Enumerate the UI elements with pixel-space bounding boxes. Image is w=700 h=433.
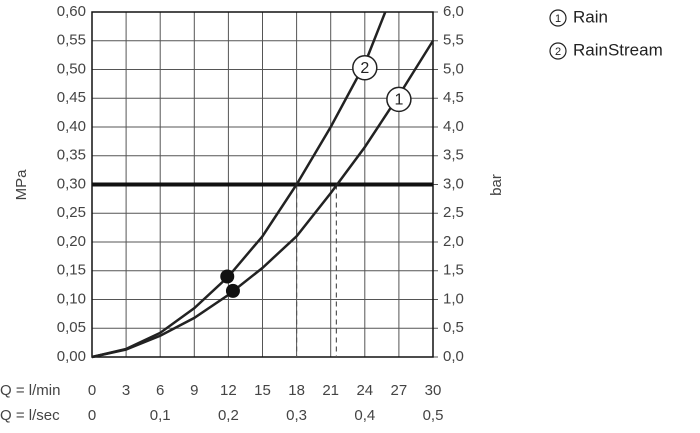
y-tick-label: 0,05 xyxy=(57,319,86,336)
x2-axis-label: Q = l/sec xyxy=(0,407,60,424)
y-tick-label: 0,10 xyxy=(57,290,86,307)
x2-tick-label: 0,2 xyxy=(218,407,239,424)
y2-tick-label: 0,0 xyxy=(443,348,464,365)
x-tick-label: 15 xyxy=(254,382,271,399)
x-tick-label: 0 xyxy=(88,382,96,399)
x2-tick-label: 0 xyxy=(88,407,96,424)
y2-axis-label: bar xyxy=(488,174,505,196)
x-tick-label: 24 xyxy=(356,382,373,399)
legend-label: Rain xyxy=(573,7,608,26)
x-tick-label: 3 xyxy=(122,382,130,399)
y-tick-label: 0,40 xyxy=(57,118,86,135)
legend-label: RainStream xyxy=(573,40,663,59)
y2-tick-label: 1,5 xyxy=(443,262,464,279)
y2-tick-label: 5,0 xyxy=(443,60,464,77)
y2-tick-label: 5,5 xyxy=(443,32,464,49)
series-line xyxy=(91,40,435,359)
x2-tick-label: 0,4 xyxy=(354,407,375,424)
y-tick-label: 0,15 xyxy=(57,262,86,279)
legend-marker-label: 1 xyxy=(555,13,561,25)
legend-marker-label: 2 xyxy=(555,46,561,58)
curve-label: 2 xyxy=(360,60,369,77)
y-tick-label: 0,20 xyxy=(57,233,86,250)
y-tick-label: 0,60 xyxy=(57,3,86,20)
y2-tick-label: 2,0 xyxy=(443,233,464,250)
legend-marker xyxy=(549,42,567,60)
y-tick-label: 0,30 xyxy=(57,175,86,192)
operating-point xyxy=(225,283,240,298)
curve-label: 1 xyxy=(394,92,403,109)
x-tick-label: 21 xyxy=(322,382,339,399)
x2-tick-label: 0,5 xyxy=(423,407,444,424)
y-tick-label: 0,00 xyxy=(57,348,86,365)
x-tick-label: 9 xyxy=(190,382,198,399)
y2-tick-label: 4,0 xyxy=(443,118,464,135)
y2-tick-label: 6,0 xyxy=(443,3,464,20)
y-tick-label: 0,55 xyxy=(57,32,86,49)
curve-label-circle xyxy=(352,55,378,81)
y-tick-label: 0,25 xyxy=(57,204,86,221)
legend-marker xyxy=(549,9,567,27)
x-axis-label: Q = l/min xyxy=(0,382,60,399)
y2-tick-label: 0,5 xyxy=(443,319,464,336)
y-axis-label: MPa xyxy=(13,169,30,201)
curve-label-circle xyxy=(386,86,412,113)
y2-tick-label: 3,0 xyxy=(443,175,464,192)
x-tick-label: 27 xyxy=(391,382,408,399)
operating-point xyxy=(220,269,235,284)
series-line xyxy=(91,11,387,359)
x-tick-label: 6 xyxy=(156,382,164,399)
x-tick-label: 12 xyxy=(220,382,237,399)
y2-tick-label: 3,5 xyxy=(443,147,464,164)
x2-tick-label: 0,1 xyxy=(150,407,171,424)
y2-tick-label: 1,0 xyxy=(443,290,464,307)
x-tick-label: 30 xyxy=(425,382,442,399)
y2-tick-label: 2,5 xyxy=(443,204,464,221)
x-tick-label: 18 xyxy=(288,382,305,399)
y-tick-label: 0,50 xyxy=(57,60,86,77)
x2-tick-label: 0,3 xyxy=(286,407,307,424)
y2-tick-label: 4,5 xyxy=(443,89,464,106)
y-tick-label: 0,35 xyxy=(57,147,86,164)
y-tick-label: 0,45 xyxy=(57,89,86,106)
